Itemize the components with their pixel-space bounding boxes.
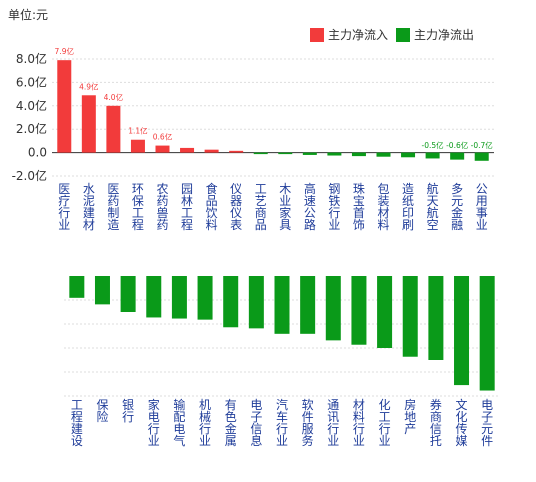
legend-label-inflow: 主力净流入 [328, 28, 389, 42]
category-label: 木业家具 [279, 182, 291, 232]
bar [146, 276, 162, 318]
category-label: 珠宝首饰 [353, 182, 365, 232]
bar [130, 139, 145, 153]
category-label: 输配电气 [173, 397, 185, 448]
data-label: 0.6亿 [153, 132, 173, 142]
bar [402, 276, 418, 357]
bar [120, 276, 136, 312]
legend-label-outflow: 主力净流出 [414, 28, 475, 42]
category-label: 公用事业 [476, 182, 488, 232]
bar [81, 95, 96, 153]
category-label: 高速公路 [304, 181, 316, 232]
legend-item-outflow[interactable]: 主力净流出 [396, 26, 474, 43]
bar [428, 276, 444, 360]
bar [229, 150, 244, 153]
bar [327, 152, 342, 156]
data-label: 4.9亿 [79, 81, 99, 91]
y-tick-label: -2.0亿 [12, 168, 47, 183]
y-tick-label: 2.0亿 [16, 121, 47, 136]
bar [325, 276, 341, 341]
y-tick-label: 8.0亿 [16, 51, 47, 66]
category-label: 有色金属 [225, 398, 237, 448]
bar [69, 276, 85, 298]
category-label: 食品饮料 [206, 181, 218, 232]
bar [106, 105, 121, 153]
bar [180, 147, 195, 153]
y-tick-label: 4.0亿 [16, 98, 47, 113]
category-label: 农药兽药 [156, 182, 168, 232]
bar [300, 276, 316, 334]
bar [351, 152, 366, 157]
category-label: 医疗行业 [58, 182, 70, 232]
category-label: 园林工程 [181, 182, 193, 232]
legend: 主力净流入 主力净流出 [310, 26, 482, 43]
category-label: 通讯行业 [327, 398, 339, 448]
bar [155, 145, 170, 153]
category-label: 化工行业 [379, 398, 391, 448]
unit-label: 单位:元 [8, 8, 49, 22]
category-label: 环保工程 [132, 182, 144, 232]
category-label: 机械行业 [199, 398, 211, 448]
category-label: 房地产 [404, 397, 416, 436]
bar [204, 149, 219, 153]
bar [479, 276, 495, 391]
category-label: 文化传媒 [456, 397, 468, 448]
bar [248, 276, 264, 329]
data-label: 7.9亿 [55, 46, 75, 56]
bar [377, 276, 393, 348]
bar [302, 152, 317, 155]
category-label: 造纸印刷 [402, 182, 414, 232]
category-label: 家电行业 [148, 397, 160, 448]
category-label: 电子信息 [250, 398, 262, 448]
category-label: 包装材料 [377, 182, 389, 232]
category-label: 银行 [122, 398, 134, 424]
data-label: -0.5亿 [422, 140, 445, 150]
category-label: 钢铁行业 [328, 182, 340, 232]
bar [351, 276, 367, 345]
bar [171, 276, 187, 319]
data-label: 1.1亿 [128, 126, 148, 136]
category-label: 保险 [96, 398, 108, 424]
category-label: 电子元件 [481, 398, 493, 448]
legend-item-inflow[interactable]: 主力净流入 [310, 26, 388, 43]
bar [454, 276, 470, 386]
bar [474, 152, 489, 161]
y-tick-label: 6.0亿 [16, 74, 47, 89]
bar [425, 152, 440, 159]
category-label: 券商信托 [430, 397, 442, 448]
category-label: 汽车行业 [276, 397, 288, 448]
category-label: 工艺商品 [255, 182, 267, 232]
data-label: -0.6亿 [446, 140, 469, 150]
bar [274, 276, 290, 334]
bar [376, 152, 391, 157]
bar [253, 152, 268, 155]
y-tick-label: 0.0 [28, 146, 47, 160]
category-label: 水泥建材 [83, 182, 95, 232]
category-label: 仪器仪表 [230, 182, 242, 232]
bar [57, 60, 72, 153]
bar [197, 276, 213, 320]
category-label: 航天航空 [427, 181, 439, 232]
data-label: 4.0亿 [104, 92, 124, 102]
bar [401, 152, 416, 158]
category-label: 材料行业 [353, 398, 365, 448]
legend-swatch-outflow [396, 27, 411, 42]
legend-swatch-inflow [310, 27, 324, 42]
bar [94, 276, 110, 305]
category-label: 多元金融 [451, 182, 463, 232]
bar [450, 152, 465, 160]
category-label: 工程建设 [71, 398, 83, 448]
bar [278, 152, 293, 155]
category-label: 软件服务 [302, 398, 314, 448]
category-label: 医药制造 [107, 182, 119, 232]
data-label: -0.7亿 [471, 140, 494, 150]
bar [223, 276, 239, 328]
